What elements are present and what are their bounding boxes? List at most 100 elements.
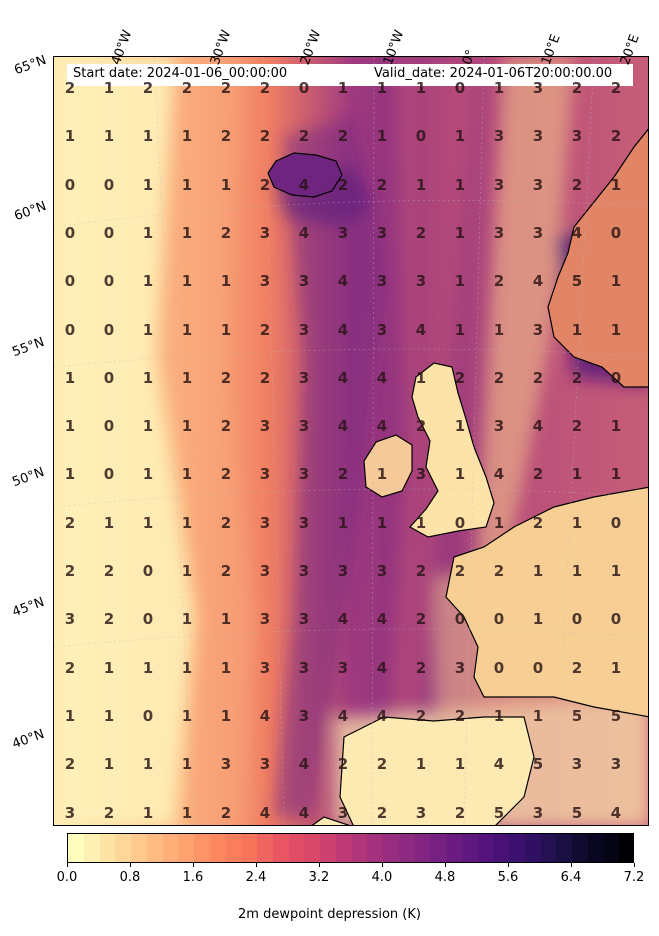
grid-value: 1 <box>220 175 232 194</box>
grid-value: 1 <box>142 272 154 291</box>
grid-value: 1 <box>220 658 232 677</box>
grid-value: 2 <box>220 79 232 97</box>
grid-value: 0 <box>103 320 115 339</box>
grid-value: 3 <box>532 803 544 822</box>
grid-value: 3 <box>259 562 271 580</box>
colorbar-segment <box>131 834 148 862</box>
grid-value: 2 <box>454 368 466 387</box>
grid-value: 1 <box>571 513 583 532</box>
grid-value: 3 <box>298 706 310 725</box>
colorbar <box>67 833 634 863</box>
grid-value: 1 <box>220 610 232 629</box>
colorbar-segment <box>461 834 479 862</box>
grid-value: 1 <box>376 465 388 484</box>
grid-value: 1 <box>142 658 154 677</box>
grid-value: 1 <box>220 272 232 291</box>
grid-value: 0 <box>103 175 115 194</box>
grid-value: 2 <box>103 803 115 822</box>
lat-label-40n: 40°N <box>10 726 47 753</box>
grid-value: 1 <box>181 223 193 242</box>
grid-value: 1 <box>220 706 232 725</box>
grid-value: 3 <box>376 320 388 339</box>
grid-value: 3 <box>259 417 271 436</box>
grid-value: 3 <box>298 272 310 291</box>
grid-value: 2 <box>220 562 232 580</box>
grid-value: 1 <box>415 368 427 387</box>
grid-value: 1 <box>181 465 193 484</box>
grid-value: 1 <box>181 320 193 339</box>
grid-value: 1 <box>376 513 388 532</box>
colorbar-segment <box>524 834 542 862</box>
dewpoint-depression-field <box>54 57 648 825</box>
grid-value: 1 <box>493 706 505 725</box>
grid-value: 3 <box>415 272 427 291</box>
grid-value: 1 <box>181 417 193 436</box>
grid-value: 2 <box>415 610 427 629</box>
grid-value: 3 <box>493 127 505 146</box>
grid-value: 5 <box>571 706 583 725</box>
grid-value: 1 <box>610 465 622 484</box>
colorbar-segment <box>225 834 242 862</box>
grid-value: 2 <box>64 562 76 580</box>
lat-label-45n: 45°N <box>10 594 47 621</box>
colorbar-segment <box>603 834 620 862</box>
colorbar-segment <box>320 834 337 862</box>
grid-value: 0 <box>64 272 76 291</box>
grid-value: 4 <box>298 175 310 194</box>
grid-value: 3 <box>337 223 349 242</box>
grid-value: 0 <box>493 658 505 677</box>
colorbar-tick-label: 0.8 <box>119 870 141 885</box>
grid-value: 1 <box>142 417 154 436</box>
colorbar-tick-mark <box>319 863 320 867</box>
colorbar-segment <box>383 834 400 862</box>
grid-value: 1 <box>493 79 505 97</box>
grid-value: 1 <box>454 175 466 194</box>
grid-value: 2 <box>220 368 232 387</box>
grid-value: 2 <box>493 272 505 291</box>
valid-date-label: Valid_date: 2024-01-06T20:00:00.00 <box>374 66 613 81</box>
grid-value: 3 <box>454 658 466 677</box>
grid-value: 1 <box>337 79 349 97</box>
colorbar-segment <box>288 834 305 862</box>
grid-value: 0 <box>142 562 154 580</box>
grid-value: 1 <box>454 465 466 484</box>
colorbar-segment <box>335 834 353 862</box>
grid-value: 5 <box>571 272 583 291</box>
grid-value: 1 <box>64 706 76 725</box>
colorbar-tick-label: 6.4 <box>560 870 582 885</box>
grid-value: 4 <box>376 610 388 629</box>
grid-value: 1 <box>454 417 466 436</box>
grid-value: 1 <box>493 320 505 339</box>
grid-value: 3 <box>298 658 310 677</box>
colorbar-tick-mark <box>634 863 635 867</box>
grid-value: 2 <box>64 513 76 532</box>
grid-value: 1 <box>142 755 154 774</box>
grid-value: 3 <box>259 272 271 291</box>
grid-value: 0 <box>142 706 154 725</box>
grid-value: 1 <box>415 755 427 774</box>
grid-value: 1 <box>181 272 193 291</box>
grid-value: 3 <box>64 610 76 629</box>
lat-label-65n: 65°N <box>12 52 49 79</box>
colorbar-segment <box>540 834 557 862</box>
grid-value: 1 <box>337 513 349 532</box>
grid-value: 3 <box>259 610 271 629</box>
grid-value: 1 <box>376 127 388 146</box>
grid-value: 3 <box>259 658 271 677</box>
grid-value: 1 <box>532 610 544 629</box>
colorbar-tick-mark <box>193 863 194 867</box>
colorbar-tick-label: 7.2 <box>623 870 645 885</box>
grid-value: 3 <box>64 803 76 822</box>
grid-value: 1 <box>571 320 583 339</box>
grid-value: 0 <box>103 368 115 387</box>
grid-value: 2 <box>376 755 388 774</box>
grid-value: 5 <box>532 755 544 774</box>
grid-value: 3 <box>376 223 388 242</box>
grid-value: 2 <box>337 127 349 146</box>
grid-value: 3 <box>220 755 232 774</box>
grid-value: 2 <box>259 368 271 387</box>
colorbar-segment <box>509 834 526 862</box>
grid-value: 1 <box>142 513 154 532</box>
colorbar-tick-mark <box>571 863 572 867</box>
grid-value: 2 <box>532 368 544 387</box>
